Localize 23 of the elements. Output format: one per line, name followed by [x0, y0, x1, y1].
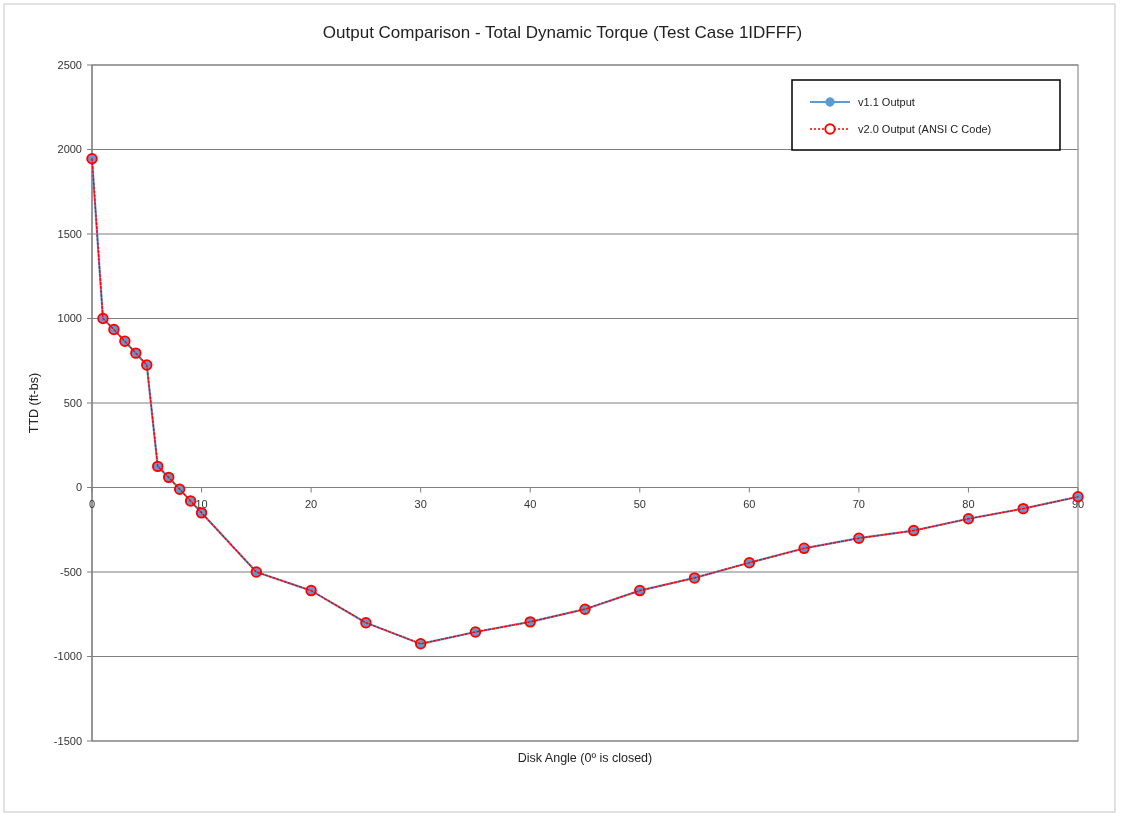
x-tick-label: 20	[304, 497, 318, 510]
x-tick-label: 70	[852, 497, 866, 510]
x-axis-title: Disk Angle (0º is closed)	[517, 751, 653, 765]
y-tick-label: 0	[75, 481, 82, 494]
y-tick-label: -500	[59, 565, 82, 578]
x-tick-label: 10	[195, 497, 208, 510]
chart-title: Output Comparison - Total Dynamic Torque (Test Case 1IDFFF)	[322, 23, 803, 42]
x-tick-label: 30	[414, 497, 427, 510]
y-tick-label: 2500	[57, 58, 82, 71]
y-axis-title: TTD (ft-bs)	[27, 372, 41, 434]
y-tick-label: 1500	[57, 227, 82, 240]
x-tick-label: 40	[524, 497, 537, 510]
x-tick-label: 60	[743, 497, 756, 510]
y-tick-label: 500	[63, 396, 82, 409]
legend-label: v2.0 Output (ANSI C Code)	[858, 122, 992, 135]
y-tick-label: -1500	[53, 734, 82, 747]
x-tick-label: 80	[962, 497, 975, 510]
x-tick-label: 0	[88, 497, 96, 510]
x-tick-label: 50	[633, 497, 646, 510]
y-tick-label: -1000	[53, 650, 82, 663]
y-tick-label: 2000	[57, 143, 82, 156]
legend-label: v1.1 Output	[858, 95, 915, 108]
y-tick-label: 1000	[57, 312, 82, 325]
